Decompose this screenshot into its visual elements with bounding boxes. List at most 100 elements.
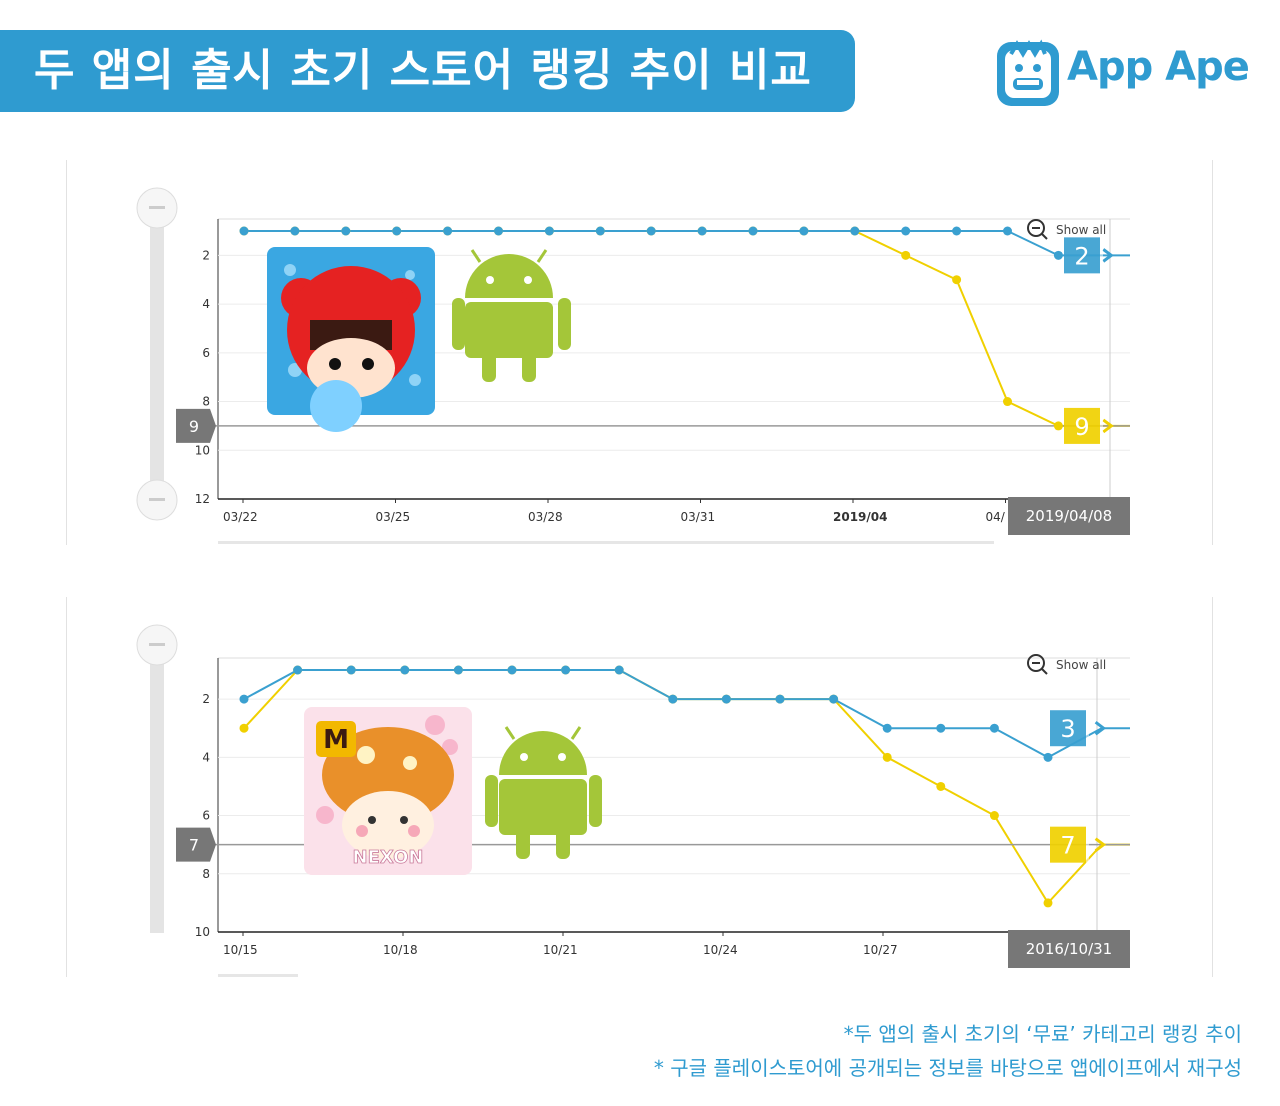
y-tick-label: 6 xyxy=(202,346,210,360)
timeline-scrollbar[interactable] xyxy=(218,541,994,544)
data-point xyxy=(721,694,731,704)
data-point xyxy=(290,226,300,236)
data-point xyxy=(453,665,463,675)
data-point xyxy=(901,250,911,260)
data-point xyxy=(341,226,351,236)
data-point xyxy=(697,226,707,236)
data-point xyxy=(901,226,911,236)
data-point xyxy=(494,226,503,236)
data-point xyxy=(748,226,758,236)
data-point xyxy=(775,694,785,704)
data-point xyxy=(239,723,249,733)
data-point xyxy=(507,665,517,675)
data-point xyxy=(882,752,892,762)
data-point xyxy=(400,665,410,675)
timeline-scrollbar[interactable] xyxy=(218,974,298,977)
data-point xyxy=(614,665,624,675)
data-point xyxy=(595,226,605,236)
rank-badge: 7 xyxy=(1060,832,1075,860)
current-point-arrow xyxy=(1094,837,1107,852)
data-point xyxy=(239,226,249,236)
data-point xyxy=(952,226,962,236)
y-tick-label: 8 xyxy=(202,395,210,409)
x-tick-label: 03/31 xyxy=(681,510,716,524)
x-tick-label: 03/25 xyxy=(376,510,411,524)
data-point xyxy=(1043,898,1053,908)
data-point xyxy=(239,694,249,704)
data-point xyxy=(1053,421,1063,431)
y-tick-label: 6 xyxy=(202,809,210,823)
rank-badge-edge xyxy=(1086,826,1089,863)
zoom-out-icon xyxy=(1027,654,1048,675)
current-point-arrow xyxy=(1102,248,1114,263)
cursor-rank-label: 7 xyxy=(189,836,199,855)
data-point xyxy=(882,723,892,733)
data-point xyxy=(1053,250,1063,260)
data-point xyxy=(936,781,946,791)
rank-badge-box xyxy=(1050,826,1086,863)
cursor-rank-box xyxy=(176,827,216,862)
rank-badge-edge xyxy=(1100,407,1103,444)
show-all-button[interactable]: Show all xyxy=(1027,219,1106,240)
rank-badge: 9 xyxy=(1074,413,1089,441)
rank-badge-edge xyxy=(1100,237,1103,274)
data-point xyxy=(544,226,554,236)
zoom-slider[interactable] xyxy=(136,624,178,933)
cursor-rank-box xyxy=(176,408,216,443)
data-point xyxy=(561,665,571,675)
game-app-icon xyxy=(267,247,435,432)
data-point xyxy=(392,226,402,236)
rank-badge-box xyxy=(1064,407,1100,444)
zoom-slider[interactable] xyxy=(136,187,178,521)
y-tick-label: 4 xyxy=(202,297,210,311)
x-tick-label: 10/21 xyxy=(543,943,578,957)
rank-badge-box xyxy=(1064,237,1100,274)
maplestory-app-icon: M NEXON xyxy=(304,707,472,875)
data-point xyxy=(1003,397,1012,407)
ranking-chart-2: 2 4 6 8 10 10/15 10/18 10/21 10/24 10/27 Show al… xyxy=(136,624,1130,977)
data-point xyxy=(668,694,678,704)
data-point xyxy=(346,665,356,675)
show-all-button[interactable]: Show all xyxy=(1027,654,1106,675)
y-tick-label: 10 xyxy=(195,443,210,457)
x-tick-label: 04/ xyxy=(986,510,1006,524)
zoom-out-icon xyxy=(1027,219,1048,240)
panel-2-left-border xyxy=(66,597,67,977)
data-point xyxy=(799,226,809,236)
data-point xyxy=(952,275,962,285)
y-tick-label: 12 xyxy=(195,492,210,506)
x-tick-label: 10/24 xyxy=(703,943,738,957)
rank-badge-box xyxy=(1050,710,1086,747)
current-point-arrow xyxy=(1094,721,1107,736)
brand-name: App Ape xyxy=(1067,44,1250,90)
rank-badge-edge xyxy=(1086,710,1089,747)
data-point xyxy=(829,694,839,704)
data-point xyxy=(443,226,453,236)
x-tick-label: 03/28 xyxy=(528,510,563,524)
current-date-label: 2016/10/31 xyxy=(1026,940,1112,958)
data-point xyxy=(1043,752,1053,762)
data-point xyxy=(850,226,860,236)
x-tick-label: 10/15 xyxy=(223,943,258,957)
data-point xyxy=(936,723,946,733)
app-ape-monkey-icon xyxy=(997,39,1059,106)
android-icon xyxy=(452,249,571,382)
x-tick-label: 10/27 xyxy=(863,943,898,957)
page-title: 두 앱의 출시 초기 스토어 랭킹 추이 비교 xyxy=(0,30,855,112)
rank-badge: 2 xyxy=(1074,242,1089,270)
show-all-label: Show all xyxy=(1056,223,1106,237)
y-tick-label: 2 xyxy=(202,248,210,262)
data-point xyxy=(989,811,999,821)
y-tick-label: 4 xyxy=(202,750,210,764)
app-icon-brand: NEXON xyxy=(353,847,424,868)
show-all-label: Show all xyxy=(1056,658,1106,672)
app-icon-badge: M xyxy=(323,725,349,755)
data-point xyxy=(989,723,999,733)
y-tick-label: 2 xyxy=(202,692,210,706)
data-point xyxy=(1003,226,1012,236)
panel-1-left-border xyxy=(66,160,67,545)
rank-badge: 3 xyxy=(1060,715,1075,743)
x-tick-label: 10/18 xyxy=(383,943,418,957)
current-date-box xyxy=(1008,497,1130,535)
